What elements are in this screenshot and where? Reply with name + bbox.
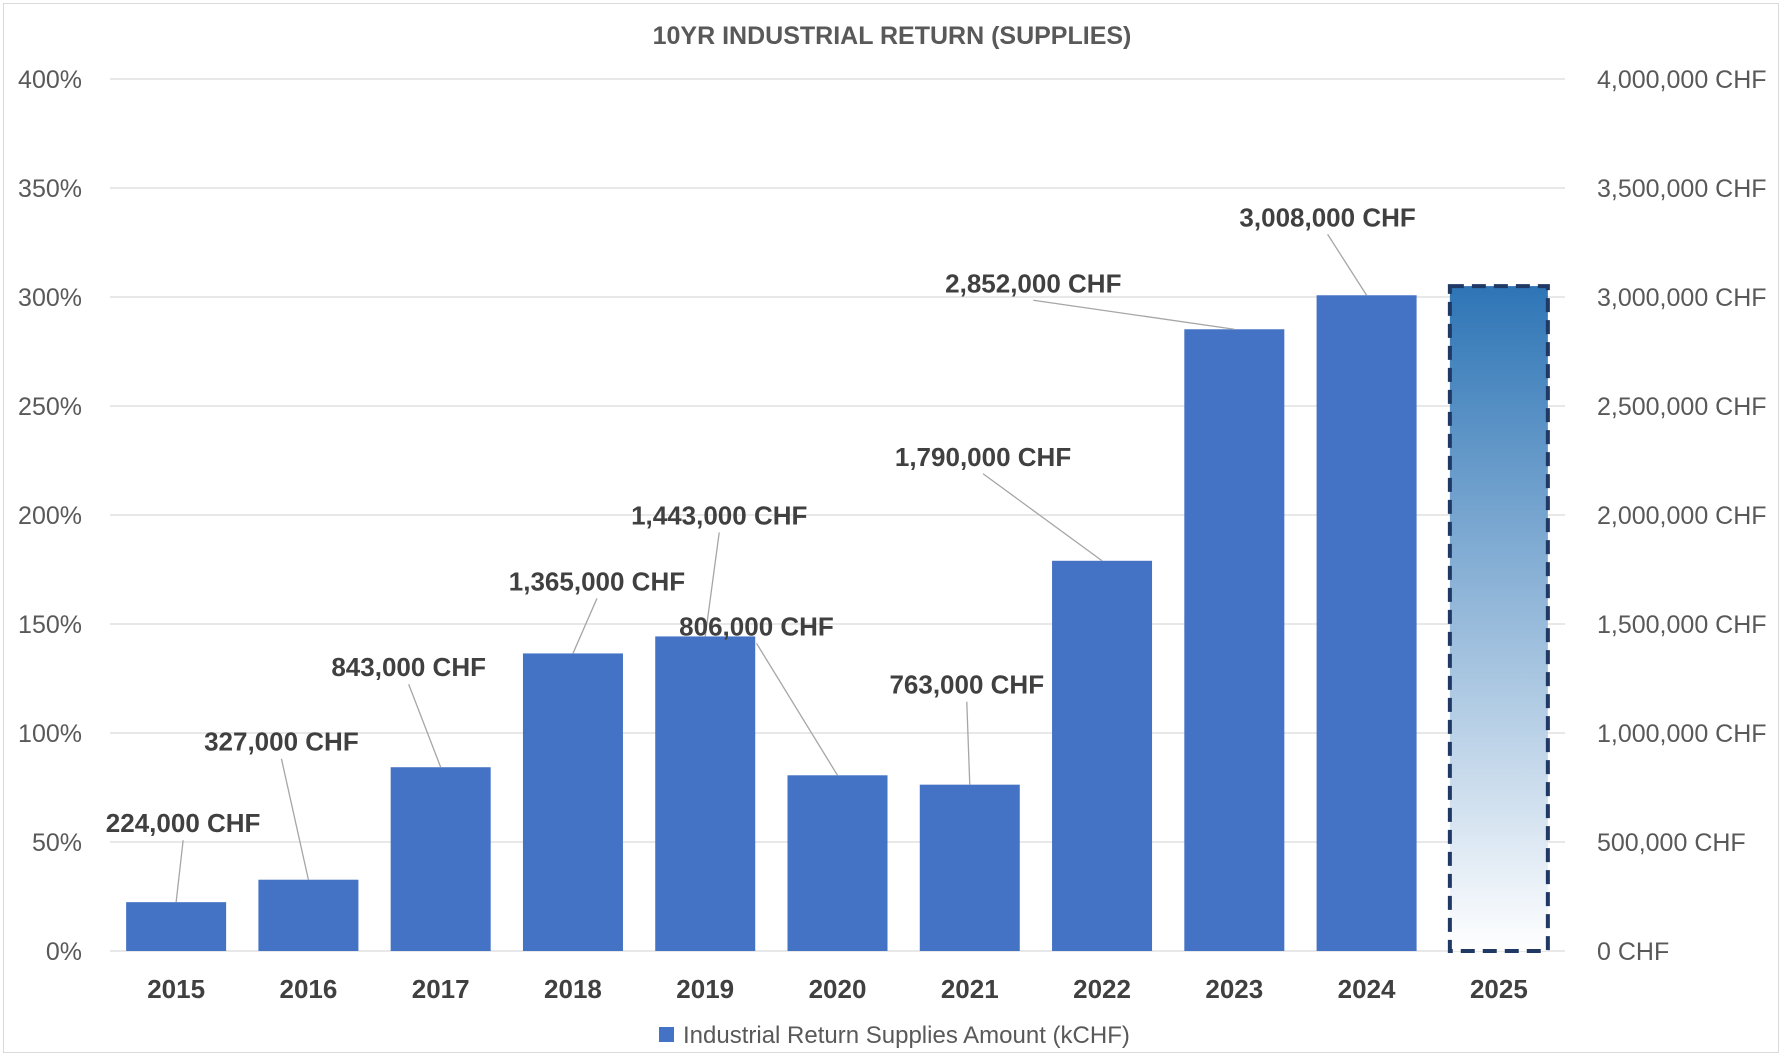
x-tick-label: 2023 <box>1205 974 1263 1004</box>
chart-title: 10YR INDUSTRIAL RETURN (SUPPLIES) <box>653 22 1132 50</box>
legend-label: Industrial Return Supplies Amount (kCHF) <box>683 1022 1130 1049</box>
leader-line <box>572 598 598 654</box>
bar <box>522 653 623 951</box>
bar <box>919 784 1020 951</box>
y-tick-right: 500,000 CHF <box>1597 829 1746 857</box>
leader-line <box>1327 233 1368 296</box>
legend: Industrial Return Supplies Amount (kCHF) <box>659 1022 1130 1049</box>
y-tick-left: 250% <box>18 393 82 421</box>
x-axis: 2015 2016 2017 2018 2019 2020 2021 2022 2023 2024… <box>147 974 1528 1004</box>
y-tick-right: 2,500,000 CHF <box>1597 393 1767 421</box>
y-tick-left: 100% <box>18 720 82 748</box>
x-tick-label: 2019 <box>676 974 734 1004</box>
bar <box>126 902 227 951</box>
bar <box>390 767 491 951</box>
x-tick-label: 2015 <box>147 974 205 1004</box>
bar <box>1184 329 1285 951</box>
data-label: 763,000 CHF <box>889 670 1044 700</box>
data-label: 3,008,000 CHF <box>1239 202 1415 232</box>
x-tick-label: 2022 <box>1073 974 1131 1004</box>
x-tick-label: 2020 <box>809 974 867 1004</box>
x-tick-label: 2025 <box>1470 974 1528 1004</box>
y-tick-left: 300% <box>18 284 82 312</box>
y-tick-right: 2,000,000 CHF <box>1597 502 1767 530</box>
bars-group <box>126 284 1550 954</box>
left-axis: 0% 50% 100% 150% 200% 250% 300% 350% 400% <box>18 66 82 966</box>
bar <box>258 879 359 951</box>
y-tick-right: 3,500,000 CHF <box>1597 175 1767 203</box>
data-label: 224,000 CHF <box>106 808 261 838</box>
bar <box>655 636 756 951</box>
x-tick-label: 2017 <box>412 974 470 1004</box>
projection-bar <box>1447 284 1550 954</box>
leader-line <box>966 701 971 785</box>
y-tick-right: 4,000,000 CHF <box>1597 66 1767 94</box>
data-label: 2,852,000 CHF <box>945 268 1121 298</box>
bar <box>787 775 888 951</box>
data-labels: 224,000 CHF 327,000 CHF 843,000 CHF 1,365,0… <box>106 202 1416 838</box>
y-tick-right: 1,000,000 CHF <box>1597 720 1767 748</box>
y-tick-left: 150% <box>18 611 82 639</box>
y-tick-left: 350% <box>18 175 82 203</box>
data-label: 1,790,000 CHF <box>895 442 1071 472</box>
x-tick-label: 2018 <box>544 974 602 1004</box>
legend-swatch <box>659 1027 674 1042</box>
right-axis: 0 CHF 500,000 CHF 1,000,000 CHF 1,500,000 C… <box>1597 66 1767 966</box>
x-tick-label: 2021 <box>941 974 999 1004</box>
data-label: 327,000 CHF <box>204 727 359 757</box>
y-tick-left: 50% <box>32 829 82 857</box>
y-tick-left: 200% <box>18 502 82 530</box>
label-leader-lines <box>175 233 1368 903</box>
leader-line <box>755 642 839 776</box>
x-tick-label: 2024 <box>1338 974 1396 1004</box>
leader-line <box>1033 299 1235 330</box>
leader-line <box>982 473 1103 562</box>
data-label: 843,000 CHF <box>331 652 486 682</box>
y-tick-right: 3,000,000 CHF <box>1597 284 1767 312</box>
data-label: 1,365,000 CHF <box>509 566 685 596</box>
bar <box>1052 560 1153 951</box>
y-tick-left: 400% <box>18 66 82 94</box>
y-tick-right: 0 CHF <box>1597 938 1669 966</box>
leader-line <box>175 840 184 903</box>
leader-line <box>408 683 442 768</box>
y-tick-right: 1,500,000 CHF <box>1597 611 1767 639</box>
bar <box>1316 295 1417 952</box>
data-label: 1,443,000 CHF <box>631 500 807 530</box>
leader-line <box>704 532 720 637</box>
y-tick-left: 0% <box>46 938 82 966</box>
data-label: 806,000 CHF <box>679 611 834 641</box>
leader-line <box>280 758 310 880</box>
x-tick-label: 2016 <box>279 974 337 1004</box>
